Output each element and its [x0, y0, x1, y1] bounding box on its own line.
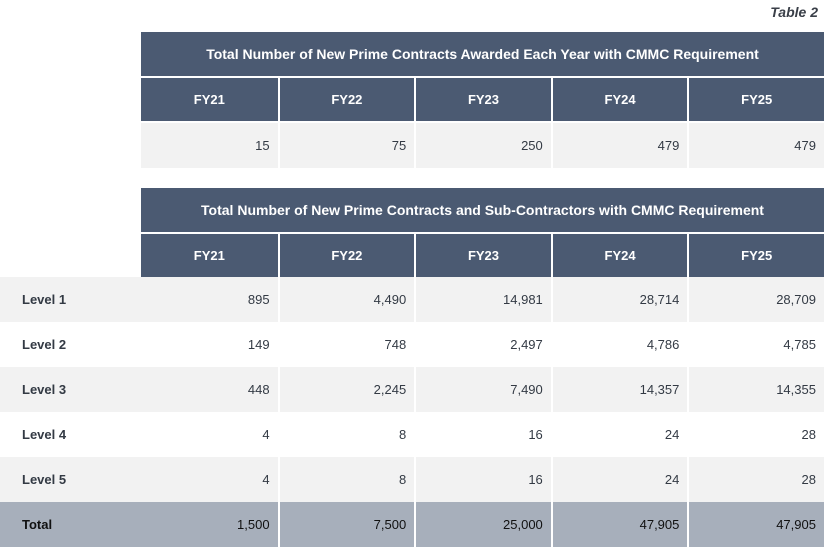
table-cell: 25,000 — [414, 502, 551, 547]
table-cell: 250 — [414, 123, 551, 168]
year-header: FY24 — [550, 78, 688, 121]
table-caption: Table 2 — [770, 4, 818, 20]
year-header-row: FY21 FY22 FY23 FY24 FY25 — [141, 232, 824, 277]
year-header: FY21 — [141, 234, 278, 277]
year-header: FY23 — [414, 78, 551, 121]
table-row: Level 2 149 748 2,497 4,786 4,785 — [0, 322, 824, 367]
table-cell: 448 — [141, 367, 278, 412]
year-header: FY25 — [687, 78, 824, 121]
table-row: Level 1 895 4,490 14,981 28,714 28,709 — [0, 277, 824, 322]
table-cell: 28 — [687, 412, 824, 457]
row-label: Total — [0, 502, 141, 547]
row-label: Level 5 — [0, 457, 141, 502]
table-cell: 4 — [141, 457, 278, 502]
table-cell: 24 — [550, 412, 688, 457]
table-cell: 4,785 — [687, 322, 824, 367]
row-label: Level 1 — [0, 277, 141, 322]
table-cell: 1,500 — [141, 502, 278, 547]
year-header: FY21 — [141, 78, 278, 121]
table-cell: 4,786 — [550, 322, 688, 367]
table-title: Total Number of New Prime Contracts and … — [141, 188, 824, 232]
year-header: FY22 — [277, 78, 415, 121]
table-cell: 47,905 — [550, 502, 688, 547]
table-cell: 14,981 — [414, 277, 551, 322]
table-row: Level 5 4 8 16 24 28 — [0, 457, 824, 502]
table-cell: 149 — [141, 322, 278, 367]
table-cell: 4 — [141, 412, 278, 457]
table-cell: 8 — [277, 457, 415, 502]
table-cell: 2,497 — [414, 322, 551, 367]
table-cell: 28 — [687, 457, 824, 502]
table-cell: 15 — [141, 123, 278, 168]
table-cell: 28,714 — [550, 277, 688, 322]
table-cell: 8 — [277, 412, 415, 457]
total-row: Total 1,500 7,500 25,000 47,905 47,905 — [0, 502, 824, 547]
table-cell: 7,490 — [414, 367, 551, 412]
table-cell: 479 — [687, 123, 824, 168]
table-cell: 24 — [550, 457, 688, 502]
table-row: 15 75 250 479 479 — [0, 123, 824, 168]
table-cell: 16 — [414, 412, 551, 457]
table-cell: 47,905 — [687, 502, 824, 547]
year-header-row: FY21 FY22 FY23 FY24 FY25 — [141, 76, 824, 121]
row-label: Level 2 — [0, 322, 141, 367]
contracts-by-level-table: Total Number of New Prime Contracts and … — [0, 188, 824, 547]
row-label: Level 3 — [0, 367, 141, 412]
table-cell: 28,709 — [687, 277, 824, 322]
table-cell: 14,355 — [687, 367, 824, 412]
table-cell: 16 — [414, 457, 551, 502]
year-header: FY23 — [414, 234, 551, 277]
table-cell: 895 — [141, 277, 278, 322]
year-header: FY24 — [550, 234, 688, 277]
table-cell: 75 — [277, 123, 415, 168]
table-row: Level 3 448 2,245 7,490 14,357 14,355 — [0, 367, 824, 412]
table-row: Level 4 4 8 16 24 28 — [0, 412, 824, 457]
table-cell: 2,245 — [277, 367, 415, 412]
year-header: FY22 — [277, 234, 415, 277]
prime-contracts-table: Total Number of New Prime Contracts Awar… — [0, 32, 824, 168]
row-label: Level 4 — [0, 412, 141, 457]
row-label-spacer — [0, 123, 141, 168]
year-header: FY25 — [687, 234, 824, 277]
table-cell: 479 — [550, 123, 688, 168]
table-title: Total Number of New Prime Contracts Awar… — [141, 32, 824, 76]
table-cell: 4,490 — [277, 277, 415, 322]
table-cell: 14,357 — [550, 367, 688, 412]
table-cell: 748 — [277, 322, 415, 367]
table-cell: 7,500 — [277, 502, 415, 547]
